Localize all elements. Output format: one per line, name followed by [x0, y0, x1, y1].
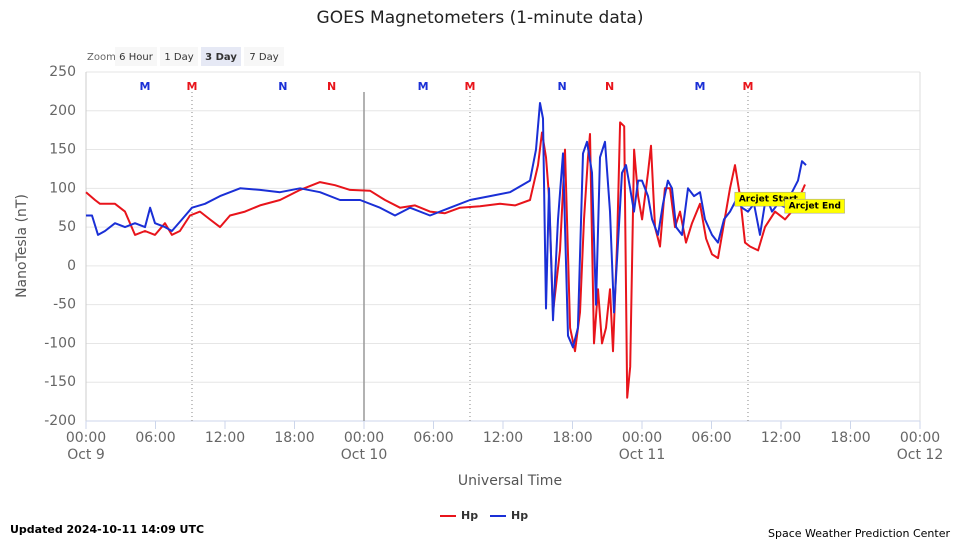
y-tick-label: 200 [49, 103, 76, 119]
zoom-label: Zoom [87, 52, 116, 63]
x-tick-label: 12:00 [761, 430, 801, 446]
top-marker: N [278, 80, 287, 93]
top-marker: M [139, 80, 150, 93]
x-tick-label: 12:00 [483, 430, 523, 446]
x-date-label: Oct 11 [619, 447, 665, 463]
top-marker: M [743, 80, 754, 93]
legend-label: Hp [511, 509, 528, 522]
legend-label: Hp [461, 509, 478, 522]
x-tick-label: 00:00 [900, 430, 940, 446]
x-tick-label: 06:00 [135, 430, 175, 446]
zoom-button-label[interactable]: 6 Hour [119, 52, 154, 63]
top-marker: N [605, 80, 614, 93]
chart-title: GOES Magnetometers (1-minute data) [317, 8, 644, 28]
updated-time: Updated 2024-10-11 14:09 UTC [10, 523, 204, 536]
x-date-label: Oct 10 [341, 447, 387, 463]
x-axis-title: Universal Time [458, 473, 562, 489]
top-marker: M [694, 80, 705, 93]
flag-label: Arcjet Start [739, 195, 799, 205]
y-axis-title: NanoTesla (nT) [14, 194, 30, 298]
top-marker: M [418, 80, 429, 93]
x-tick-label: 06:00 [413, 430, 453, 446]
y-tick-label: 0 [67, 258, 76, 274]
y-tick-label: 100 [49, 180, 76, 196]
x-tick-label: 00:00 [344, 430, 384, 446]
zoom-button-label[interactable]: 7 Day [249, 52, 278, 63]
y-tick-label: 50 [58, 219, 76, 235]
y-tick-label: 250 [49, 64, 76, 80]
x-tick-label: 00:00 [622, 430, 662, 446]
x-tick-label: 00:00 [66, 430, 106, 446]
x-tick-label: 18:00 [830, 430, 870, 446]
top-marker: N [327, 80, 336, 93]
y-tick-label: 150 [49, 142, 76, 158]
y-tick-label: -100 [44, 335, 76, 351]
x-tick-label: 18:00 [274, 430, 314, 446]
x-tick-label: 18:00 [552, 430, 592, 446]
y-tick-label: -50 [53, 297, 76, 313]
zoom-button[interactable] [115, 47, 157, 66]
annotation-flag: Arcjet End [784, 198, 845, 214]
x-tick-label: 06:00 [691, 430, 731, 446]
flag-box [784, 198, 845, 214]
top-marker: M [187, 80, 198, 93]
top-marker: M [465, 80, 476, 93]
zoom-button[interactable] [160, 47, 198, 66]
y-tick-label: -200 [44, 413, 76, 429]
flag-label: Arcjet End [789, 202, 841, 212]
credit: Space Weather Prediction Center [768, 527, 950, 540]
x-tick-label: 12:00 [205, 430, 245, 446]
zoom-button-label[interactable]: 3 Day [205, 52, 237, 63]
zoom-button[interactable] [244, 47, 284, 66]
series-line [86, 102, 807, 349]
x-date-label: Oct 12 [897, 447, 943, 463]
x-date-label: Oct 9 [67, 447, 105, 463]
zoom-button[interactable] [201, 47, 241, 66]
y-tick-label: -150 [44, 374, 76, 390]
series-line [85, 121, 806, 399]
zoom-button-label[interactable]: 1 Day [164, 52, 193, 63]
top-marker: N [557, 80, 566, 93]
